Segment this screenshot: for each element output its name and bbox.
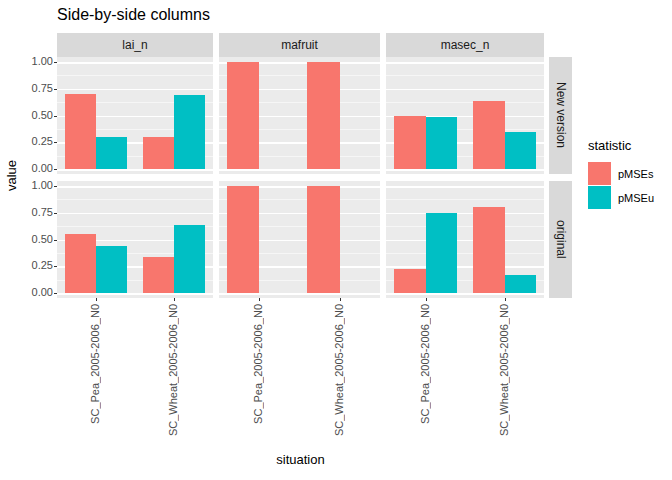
bar-group — [386, 62, 465, 169]
y-tick-label: 0.25 — [0, 135, 53, 148]
y-tick-mark — [54, 116, 57, 117]
bar-group — [219, 62, 300, 169]
bar-pMSEu — [505, 132, 537, 169]
legend-label: pMSEu — [618, 192, 654, 204]
bar-pMSEs — [227, 186, 259, 293]
bar-group — [219, 186, 300, 293]
gridline — [57, 169, 213, 171]
y-axis-title: value — [4, 160, 19, 191]
facet-strip-row-2: original — [549, 181, 572, 298]
x-tick-mark — [505, 298, 506, 301]
bar-pMSEs — [394, 116, 426, 170]
x-tick-label: SC_Wheat_2005-2006_N0 — [498, 304, 510, 436]
bar-group — [386, 186, 465, 293]
facet-strip-label: original — [554, 220, 568, 259]
bar-pMSEu — [426, 117, 458, 169]
panel-newversion-lai_n — [57, 57, 213, 174]
gridline — [386, 293, 544, 295]
bar-pMSEs — [65, 94, 96, 169]
gridline — [219, 293, 380, 295]
bar-pMSEs — [143, 137, 174, 169]
bar-pMSEs — [65, 234, 96, 293]
legend-key-pmseu: pMSEu — [588, 186, 654, 209]
panel-original-masec_n — [386, 181, 544, 298]
x-tick-label: SC_Pea_2005-2006_N0 — [89, 304, 101, 424]
y-tick-mark — [54, 89, 57, 90]
bar-pMSEs — [394, 269, 426, 293]
y-tick-label: 0.75 — [0, 82, 53, 95]
bar-pMSEs — [307, 186, 339, 293]
x-tick-mark — [259, 298, 260, 301]
x-tick-label: SC_Pea_2005-2006_N0 — [252, 304, 264, 424]
y-tick-mark — [54, 169, 57, 170]
y-tick-mark — [54, 266, 57, 267]
facet-strip-label: lai_n — [122, 38, 147, 52]
x-tick-label: SC_Pea_2005-2006_N0 — [419, 304, 431, 424]
y-tick-label: 0.50 — [0, 233, 53, 246]
bar-pMSEs — [473, 207, 505, 293]
y-tick-mark — [54, 186, 57, 187]
bar-pMSEu — [174, 225, 205, 293]
y-tick-mark — [54, 293, 57, 294]
bar-pMSEu — [426, 213, 458, 293]
legend: statistic pMSEs pMSEu — [588, 138, 654, 210]
bar-pMSEs — [143, 257, 174, 293]
x-tick-mark — [174, 298, 175, 301]
y-tick-label: 0.25 — [0, 259, 53, 272]
bar-pMSEs — [307, 62, 339, 169]
x-tick-label: SC_Wheat_2005-2006_N0 — [333, 304, 345, 436]
gridline — [219, 169, 380, 171]
facet-strip-col-3: masec_n — [386, 33, 544, 57]
facet-strip-label: mafruit — [281, 38, 318, 52]
x-tick-mark — [426, 298, 427, 301]
bar-pMSEs — [227, 62, 259, 169]
panel-newversion-mafruit — [219, 57, 380, 174]
bar-pMSEu — [96, 246, 127, 293]
pmses-color-swatch — [588, 162, 611, 185]
bar-group — [57, 62, 135, 169]
legend-title: statistic — [588, 138, 654, 153]
y-tick-mark — [54, 240, 57, 241]
x-tick-label: SC_Wheat_2005-2006_N0 — [167, 304, 179, 436]
gridline — [386, 169, 544, 171]
bar-group — [57, 186, 135, 293]
bar-group — [135, 186, 213, 293]
y-tick-mark — [54, 62, 57, 63]
legend-label: pMSEs — [618, 168, 653, 180]
chart-title: Side-by-side columns — [57, 6, 210, 24]
facet-strip-label: masec_n — [441, 38, 490, 52]
y-tick-label: 0.00 — [0, 286, 53, 299]
bar-group — [465, 186, 544, 293]
y-tick-label: 0.75 — [0, 206, 53, 219]
x-tick-mark — [96, 298, 97, 301]
panel-newversion-masec_n — [386, 57, 544, 174]
bar-pMSEs — [473, 101, 505, 169]
gridline — [57, 293, 213, 295]
bar-group — [135, 62, 213, 169]
y-tick-label: 1.00 — [0, 55, 53, 68]
facet-strip-col-2: mafruit — [219, 33, 380, 57]
y-tick-mark — [54, 213, 57, 214]
bar-group — [300, 62, 381, 169]
bar-group — [465, 62, 544, 169]
panel-original-lai_n — [57, 181, 213, 298]
pmseu-color-swatch — [588, 186, 611, 209]
x-tick-mark — [340, 298, 341, 301]
y-tick-mark — [54, 142, 57, 143]
x-axis-title: situation — [57, 452, 544, 467]
bar-pMSEu — [505, 275, 537, 293]
y-tick-label: 0.50 — [0, 109, 53, 122]
bar-group — [300, 186, 381, 293]
facet-strip-col-1: lai_n — [57, 33, 213, 57]
legend-key-pmses: pMSEs — [588, 162, 654, 185]
bar-pMSEu — [174, 95, 205, 169]
panel-original-mafruit — [219, 181, 380, 298]
facet-strip-label: New version — [554, 82, 568, 148]
bar-pMSEu — [96, 137, 127, 169]
facet-strip-row-1: New version — [549, 57, 572, 174]
faceted-bar-chart: Side-by-side columns lai_n mafruit masec… — [0, 0, 672, 480]
